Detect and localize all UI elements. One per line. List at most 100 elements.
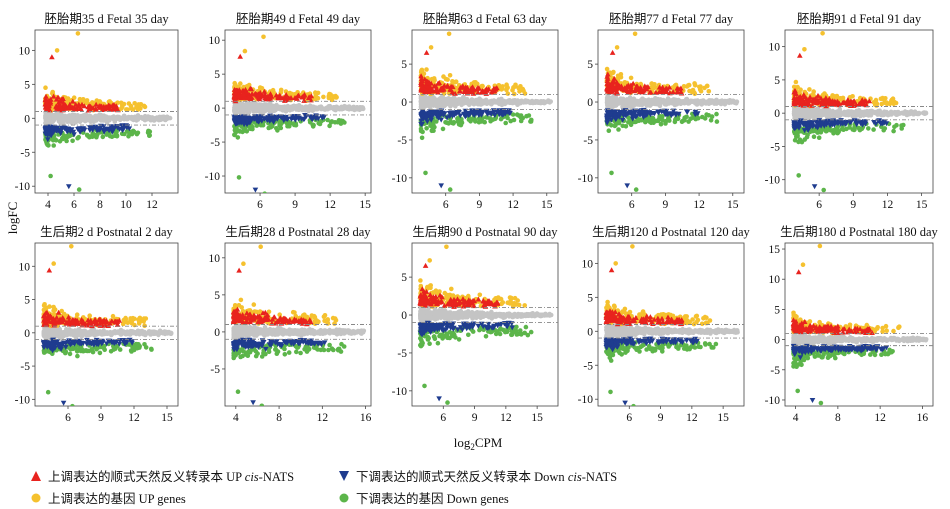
down-gene-point — [708, 118, 714, 123]
down-nats-point — [430, 109, 437, 115]
down-nats-point — [45, 137, 51, 143]
y-tick-label: -5 — [397, 135, 407, 147]
up-nats-point — [863, 102, 870, 108]
up-gene-point — [702, 85, 707, 91]
up-nats-point — [450, 84, 456, 90]
gene-point — [163, 115, 168, 121]
down-nats-point — [434, 112, 440, 118]
down-nats-point — [65, 126, 71, 132]
up-nats-point — [610, 82, 616, 88]
points-layer — [791, 31, 929, 193]
up-nats-point — [848, 98, 855, 104]
down-gene-point — [424, 126, 429, 131]
up-nats-point — [490, 88, 497, 94]
gene-point — [674, 99, 679, 104]
up-nats-point — [633, 83, 640, 89]
gene-point — [437, 96, 443, 101]
down-nats-point — [45, 126, 52, 132]
y-tick-label: -10 — [392, 173, 408, 185]
gene-point — [158, 114, 164, 120]
panel-title: 胚胎期63 d Fetal 63 day — [423, 12, 548, 26]
up-gene-point — [691, 90, 697, 95]
gene-point — [325, 106, 330, 112]
gene-point — [509, 99, 515, 104]
gene-point — [62, 113, 68, 119]
down-nats-point — [642, 113, 649, 119]
gene-point — [631, 99, 636, 104]
down-nats-point — [814, 125, 821, 131]
gene-point — [434, 99, 440, 105]
up-nats-point — [93, 105, 99, 111]
gene-point — [677, 99, 682, 104]
up-nats-point — [822, 98, 828, 104]
down-nats-point — [438, 117, 444, 123]
down-nats-point — [818, 121, 825, 127]
y-tick-label: -10 — [205, 171, 221, 183]
up-gene-point — [520, 86, 526, 92]
down-gene-point — [431, 128, 436, 133]
up-nats-point — [88, 104, 94, 110]
up-gene-point — [706, 89, 712, 94]
up-nats-point — [57, 103, 63, 109]
down-nats-point — [270, 119, 277, 125]
x-tick-label: 12 — [507, 199, 519, 211]
x-tick-label: 9 — [663, 199, 669, 211]
up-nats-point — [807, 94, 813, 100]
gene-point — [870, 109, 875, 114]
up-nats-point — [98, 103, 105, 109]
down-nats-point — [651, 111, 658, 117]
up-nats-point — [48, 96, 54, 102]
y-tick-label: 10 — [769, 42, 781, 54]
panel-title: 胚胎期49 d Fetal 49 day — [236, 12, 361, 26]
x-tick-label: 4 — [45, 199, 51, 211]
down-gene-point — [667, 118, 672, 123]
down-gene-point — [633, 187, 639, 192]
gene-point — [694, 99, 700, 105]
up-gene-point — [313, 92, 319, 98]
panel-title: 胚胎期91 d Fetal 91 day — [797, 12, 922, 26]
up-gene-point — [315, 95, 321, 101]
up-gene-point — [480, 83, 485, 89]
down-gene-point — [51, 143, 56, 148]
up-nats-point — [60, 99, 66, 105]
down-gene-point — [455, 119, 461, 125]
gene-point — [923, 110, 929, 116]
gene-point — [684, 99, 689, 104]
down-gene-point — [818, 130, 824, 135]
down-nats-point — [296, 115, 302, 121]
down-nats-point — [321, 114, 327, 120]
up-nats-point — [461, 89, 468, 94]
up-nats-point — [237, 53, 243, 59]
gene-point — [904, 112, 910, 118]
down-nats-point — [871, 120, 877, 125]
down-nats-point — [796, 125, 802, 131]
up-nats-point — [111, 103, 117, 109]
gene-point — [489, 100, 494, 106]
up-nats-point — [265, 96, 271, 102]
gene-point — [796, 109, 801, 115]
y-tick-label: 0 — [587, 97, 593, 109]
up-gene-point — [822, 91, 827, 96]
gene-point — [813, 111, 818, 117]
down-nats-point — [835, 119, 841, 125]
gene-point — [468, 98, 474, 103]
gene-point — [111, 116, 116, 122]
up-gene-point — [129, 106, 134, 111]
gene-point — [250, 105, 255, 111]
gene-point — [267, 106, 273, 111]
up-gene-point — [650, 86, 656, 91]
down-nats-point — [446, 111, 453, 116]
up-nats-point — [423, 49, 430, 55]
gene-point — [307, 106, 313, 111]
up-gene-point — [505, 85, 510, 90]
up-nats-point — [78, 105, 84, 111]
up-gene-point — [54, 48, 60, 53]
up-nats-point — [115, 107, 121, 113]
up-gene-point — [125, 107, 130, 112]
gene-point — [444, 101, 449, 107]
down-nats-point — [627, 109, 634, 115]
up-nats-point — [49, 54, 55, 60]
up-nats-point — [859, 97, 865, 103]
up-nats-point — [435, 89, 441, 95]
